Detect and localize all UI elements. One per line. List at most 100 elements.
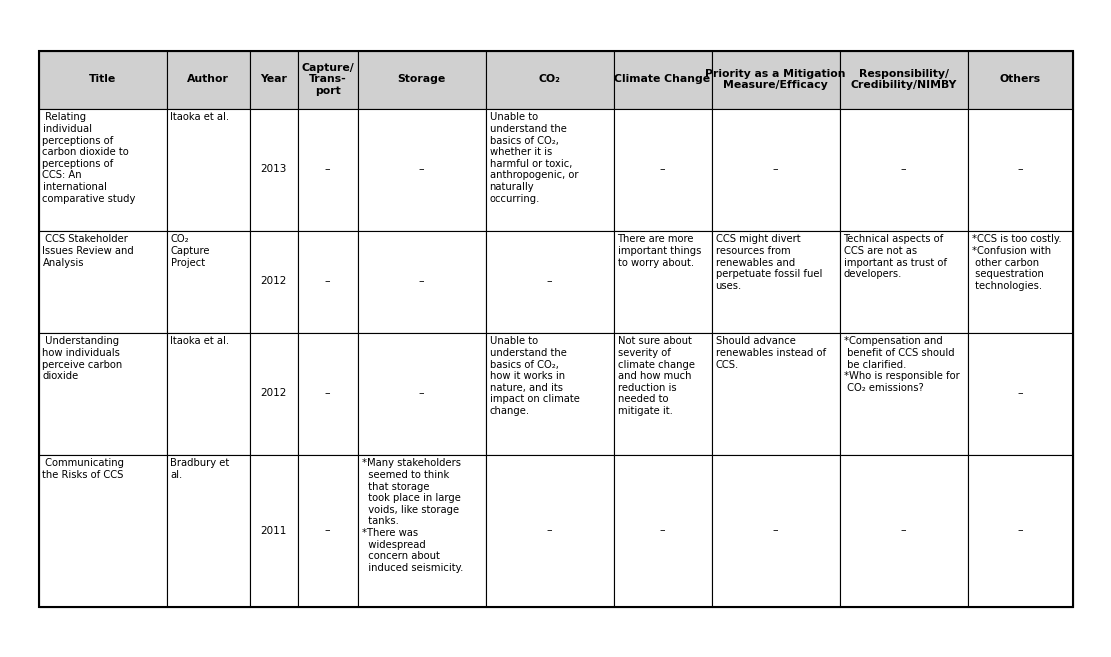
Bar — [486, 231, 613, 332]
Bar — [613, 332, 711, 455]
Bar — [613, 455, 711, 606]
Text: Communicating
the Risks of CCS: Communicating the Risks of CCS — [42, 459, 124, 480]
Text: 2013: 2013 — [260, 164, 287, 175]
Bar — [968, 51, 1072, 108]
Bar — [358, 332, 486, 455]
Bar — [711, 108, 840, 231]
Text: Year: Year — [260, 74, 287, 85]
Bar — [840, 108, 968, 231]
Bar — [39, 51, 1072, 606]
Text: Should advance
renewables instead of
CCS.: Should advance renewables instead of CCS… — [715, 336, 825, 370]
Text: –: – — [1018, 164, 1023, 175]
Bar — [167, 332, 250, 455]
Bar — [250, 231, 298, 332]
Text: Storage: Storage — [398, 74, 446, 85]
Bar — [613, 51, 711, 108]
Bar — [711, 455, 840, 606]
Bar — [167, 455, 250, 606]
Bar — [250, 332, 298, 455]
Text: –: – — [772, 164, 779, 175]
Text: –: – — [324, 388, 330, 399]
Text: Author: Author — [187, 74, 229, 85]
Bar — [968, 332, 1072, 455]
Text: –: – — [901, 164, 907, 175]
Text: Understanding
how individuals
perceive carbon
dioxide: Understanding how individuals perceive c… — [42, 336, 122, 381]
Bar — [167, 51, 250, 108]
Bar — [486, 332, 613, 455]
Bar — [358, 455, 486, 606]
Bar — [711, 231, 840, 332]
Bar — [968, 231, 1072, 332]
Text: 2011: 2011 — [260, 526, 287, 535]
Text: –: – — [901, 526, 907, 535]
Bar — [298, 108, 358, 231]
Text: CO₂: CO₂ — [539, 74, 560, 85]
Text: There are more
important things
to worry about.: There are more important things to worry… — [618, 235, 701, 267]
Text: –: – — [324, 164, 330, 175]
Text: Responsibility/
Credibility/NIMBY: Responsibility/ Credibility/NIMBY — [850, 69, 957, 90]
Bar — [250, 455, 298, 606]
Bar — [358, 231, 486, 332]
Bar — [298, 51, 358, 108]
Bar — [613, 108, 711, 231]
Text: Title: Title — [89, 74, 117, 85]
Bar — [298, 332, 358, 455]
Text: CCS Stakeholder
Issues Review and
Analysis: CCS Stakeholder Issues Review and Analys… — [42, 235, 134, 267]
Bar — [968, 108, 1072, 231]
Bar — [39, 51, 167, 108]
Bar — [250, 51, 298, 108]
Bar — [711, 332, 840, 455]
Text: Priority as a Mitigation
Measure/Efficacy: Priority as a Mitigation Measure/Efficac… — [705, 69, 845, 90]
Text: 2012: 2012 — [260, 388, 287, 399]
Text: –: – — [660, 526, 665, 535]
Text: Itaoka et al.: Itaoka et al. — [170, 112, 230, 122]
Bar — [840, 455, 968, 606]
Text: –: – — [324, 526, 330, 535]
Text: Not sure about
severity of
climate change
and how much
reduction is
needed to
mi: Not sure about severity of climate chang… — [618, 336, 694, 416]
Bar — [39, 332, 167, 455]
Text: –: – — [772, 526, 779, 535]
Text: Bradbury et
al.: Bradbury et al. — [170, 459, 230, 480]
Bar — [840, 332, 968, 455]
Bar — [39, 108, 167, 231]
Bar — [711, 51, 840, 108]
Text: Technical aspects of
CCS are not as
important as trust of
developers.: Technical aspects of CCS are not as impo… — [843, 235, 947, 279]
Bar — [167, 231, 250, 332]
Bar — [486, 51, 613, 108]
Bar — [39, 455, 167, 606]
Bar — [298, 455, 358, 606]
Bar — [358, 51, 486, 108]
Text: Capture/
Trans-
port: Capture/ Trans- port — [301, 63, 354, 96]
Bar — [486, 455, 613, 606]
Text: CCS might divert
resources from
renewables and
perpetuate fossil fuel
uses.: CCS might divert resources from renewabl… — [715, 235, 822, 291]
Text: –: – — [1018, 388, 1023, 399]
Text: *Compensation and
 benefit of CCS should
 be clarified.
*Who is responsible for
: *Compensation and benefit of CCS should … — [843, 336, 959, 393]
Bar — [250, 108, 298, 231]
Text: Relating
individual
perceptions of
carbon dioxide to
perceptions of
CCS: An
inte: Relating individual perceptions of carbo… — [42, 112, 136, 204]
Text: 2012: 2012 — [260, 277, 287, 286]
Text: –: – — [1018, 526, 1023, 535]
Text: Unable to
understand the
basics of CO₂,
how it works in
nature, and its
impact o: Unable to understand the basics of CO₂, … — [490, 336, 579, 416]
Text: –: – — [419, 277, 424, 286]
Bar — [840, 51, 968, 108]
Text: –: – — [324, 277, 330, 286]
Bar — [358, 108, 486, 231]
Text: –: – — [419, 164, 424, 175]
Bar — [613, 231, 711, 332]
Bar — [39, 231, 167, 332]
Text: –: – — [547, 526, 552, 535]
Text: –: – — [419, 388, 424, 399]
Text: CO₂
Capture
Project: CO₂ Capture Project — [170, 235, 210, 267]
Text: Others: Others — [1000, 74, 1041, 85]
Bar — [167, 108, 250, 231]
Bar — [840, 231, 968, 332]
Text: *Many stakeholders
  seemed to think
  that storage
  took place in large
  void: *Many stakeholders seemed to think that … — [361, 459, 463, 573]
Bar — [486, 108, 613, 231]
Text: Climate Change: Climate Change — [614, 74, 711, 85]
Text: *CCS is too costly.
*Confusion with
 other carbon
 sequestration
 technologies.: *CCS is too costly. *Confusion with othe… — [971, 235, 1061, 291]
Text: –: – — [660, 164, 665, 175]
Bar — [298, 231, 358, 332]
Text: Itaoka et al.: Itaoka et al. — [170, 336, 230, 346]
Bar — [968, 455, 1072, 606]
Text: –: – — [547, 277, 552, 286]
